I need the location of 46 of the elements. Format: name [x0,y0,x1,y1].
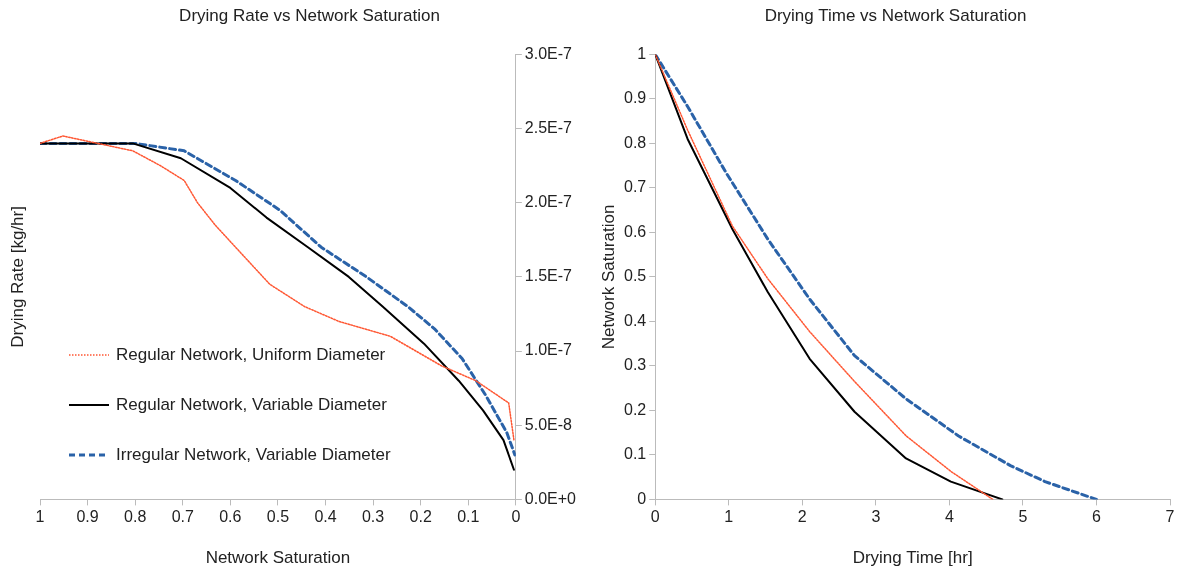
x-tick-label: 4 [944,508,954,526]
y-tick-label: 1.5E-7 [524,267,573,285]
x-tick-label: 0.3 [361,508,385,526]
x-axis-title: Network Saturation [205,548,351,568]
y-tick-label: 1.0E-7 [524,341,573,359]
x-tick-label: 0.2 [409,508,432,526]
x-tick-label: 0.6 [219,508,242,526]
chart-title: Drying Time vs Network Saturation [764,5,1027,25]
y-tick-label: 0.4 [623,311,647,329]
y-tick-label: 0.9 [623,89,647,107]
legend-label: Regular Network, Uniform Diameter [116,345,386,365]
x-tick-label: 0 [511,508,521,526]
y-tick-label: 0.3 [623,356,647,374]
chart-title: Drying Rate vs Network Saturation [179,5,440,25]
y-axis-title: Drying Rate [kg/hr] [7,206,27,348]
x-axis-title: Drying Time [hr] [852,548,973,568]
x-tick-label: 0.1 [457,508,480,526]
x-tick-label: 2 [797,508,807,526]
y-tick-label: 0.2 [623,400,647,418]
y-tick-label: 0.1 [623,445,647,463]
y-tick-label: 0.6 [623,222,647,240]
x-tick-label: 0.8 [124,508,147,526]
x-tick-label: 3 [871,508,881,526]
x-tick-label: 0.4 [314,508,337,526]
y-tick-label: 3.0E-7 [524,44,573,62]
x-tick-label: 6 [1092,508,1102,526]
x-tick-label: 0.7 [171,508,194,526]
y-tick-label: 0.7 [623,178,647,196]
y-tick-label: 0.0E+0 [524,489,577,507]
x-tick-label: 5 [1018,508,1028,526]
x-tick-label: 1 [724,508,734,526]
x-tick-label: 0 [650,508,660,526]
y-tick-label: 0.5 [623,267,647,285]
y-tick-label: 5.0E-8 [524,415,573,433]
y-tick-label: 0.8 [623,133,647,151]
x-tick-label: 0.5 [266,508,290,526]
y-tick-label: 0 [637,489,647,507]
y-tick-label: 2.0E-7 [524,193,573,211]
x-tick-label: 1 [35,508,45,526]
x-tick-label: 7 [1165,508,1175,526]
y-axis-title: Network Saturation [598,204,618,350]
y-tick-label: 1 [637,44,647,62]
x-tick-label: 0.9 [76,508,99,526]
legend-label: Irregular Network, Variable Diameter [116,445,391,465]
legend-label: Regular Network, Variable Diameter [116,395,387,415]
y-tick-label: 2.5E-7 [524,118,573,136]
